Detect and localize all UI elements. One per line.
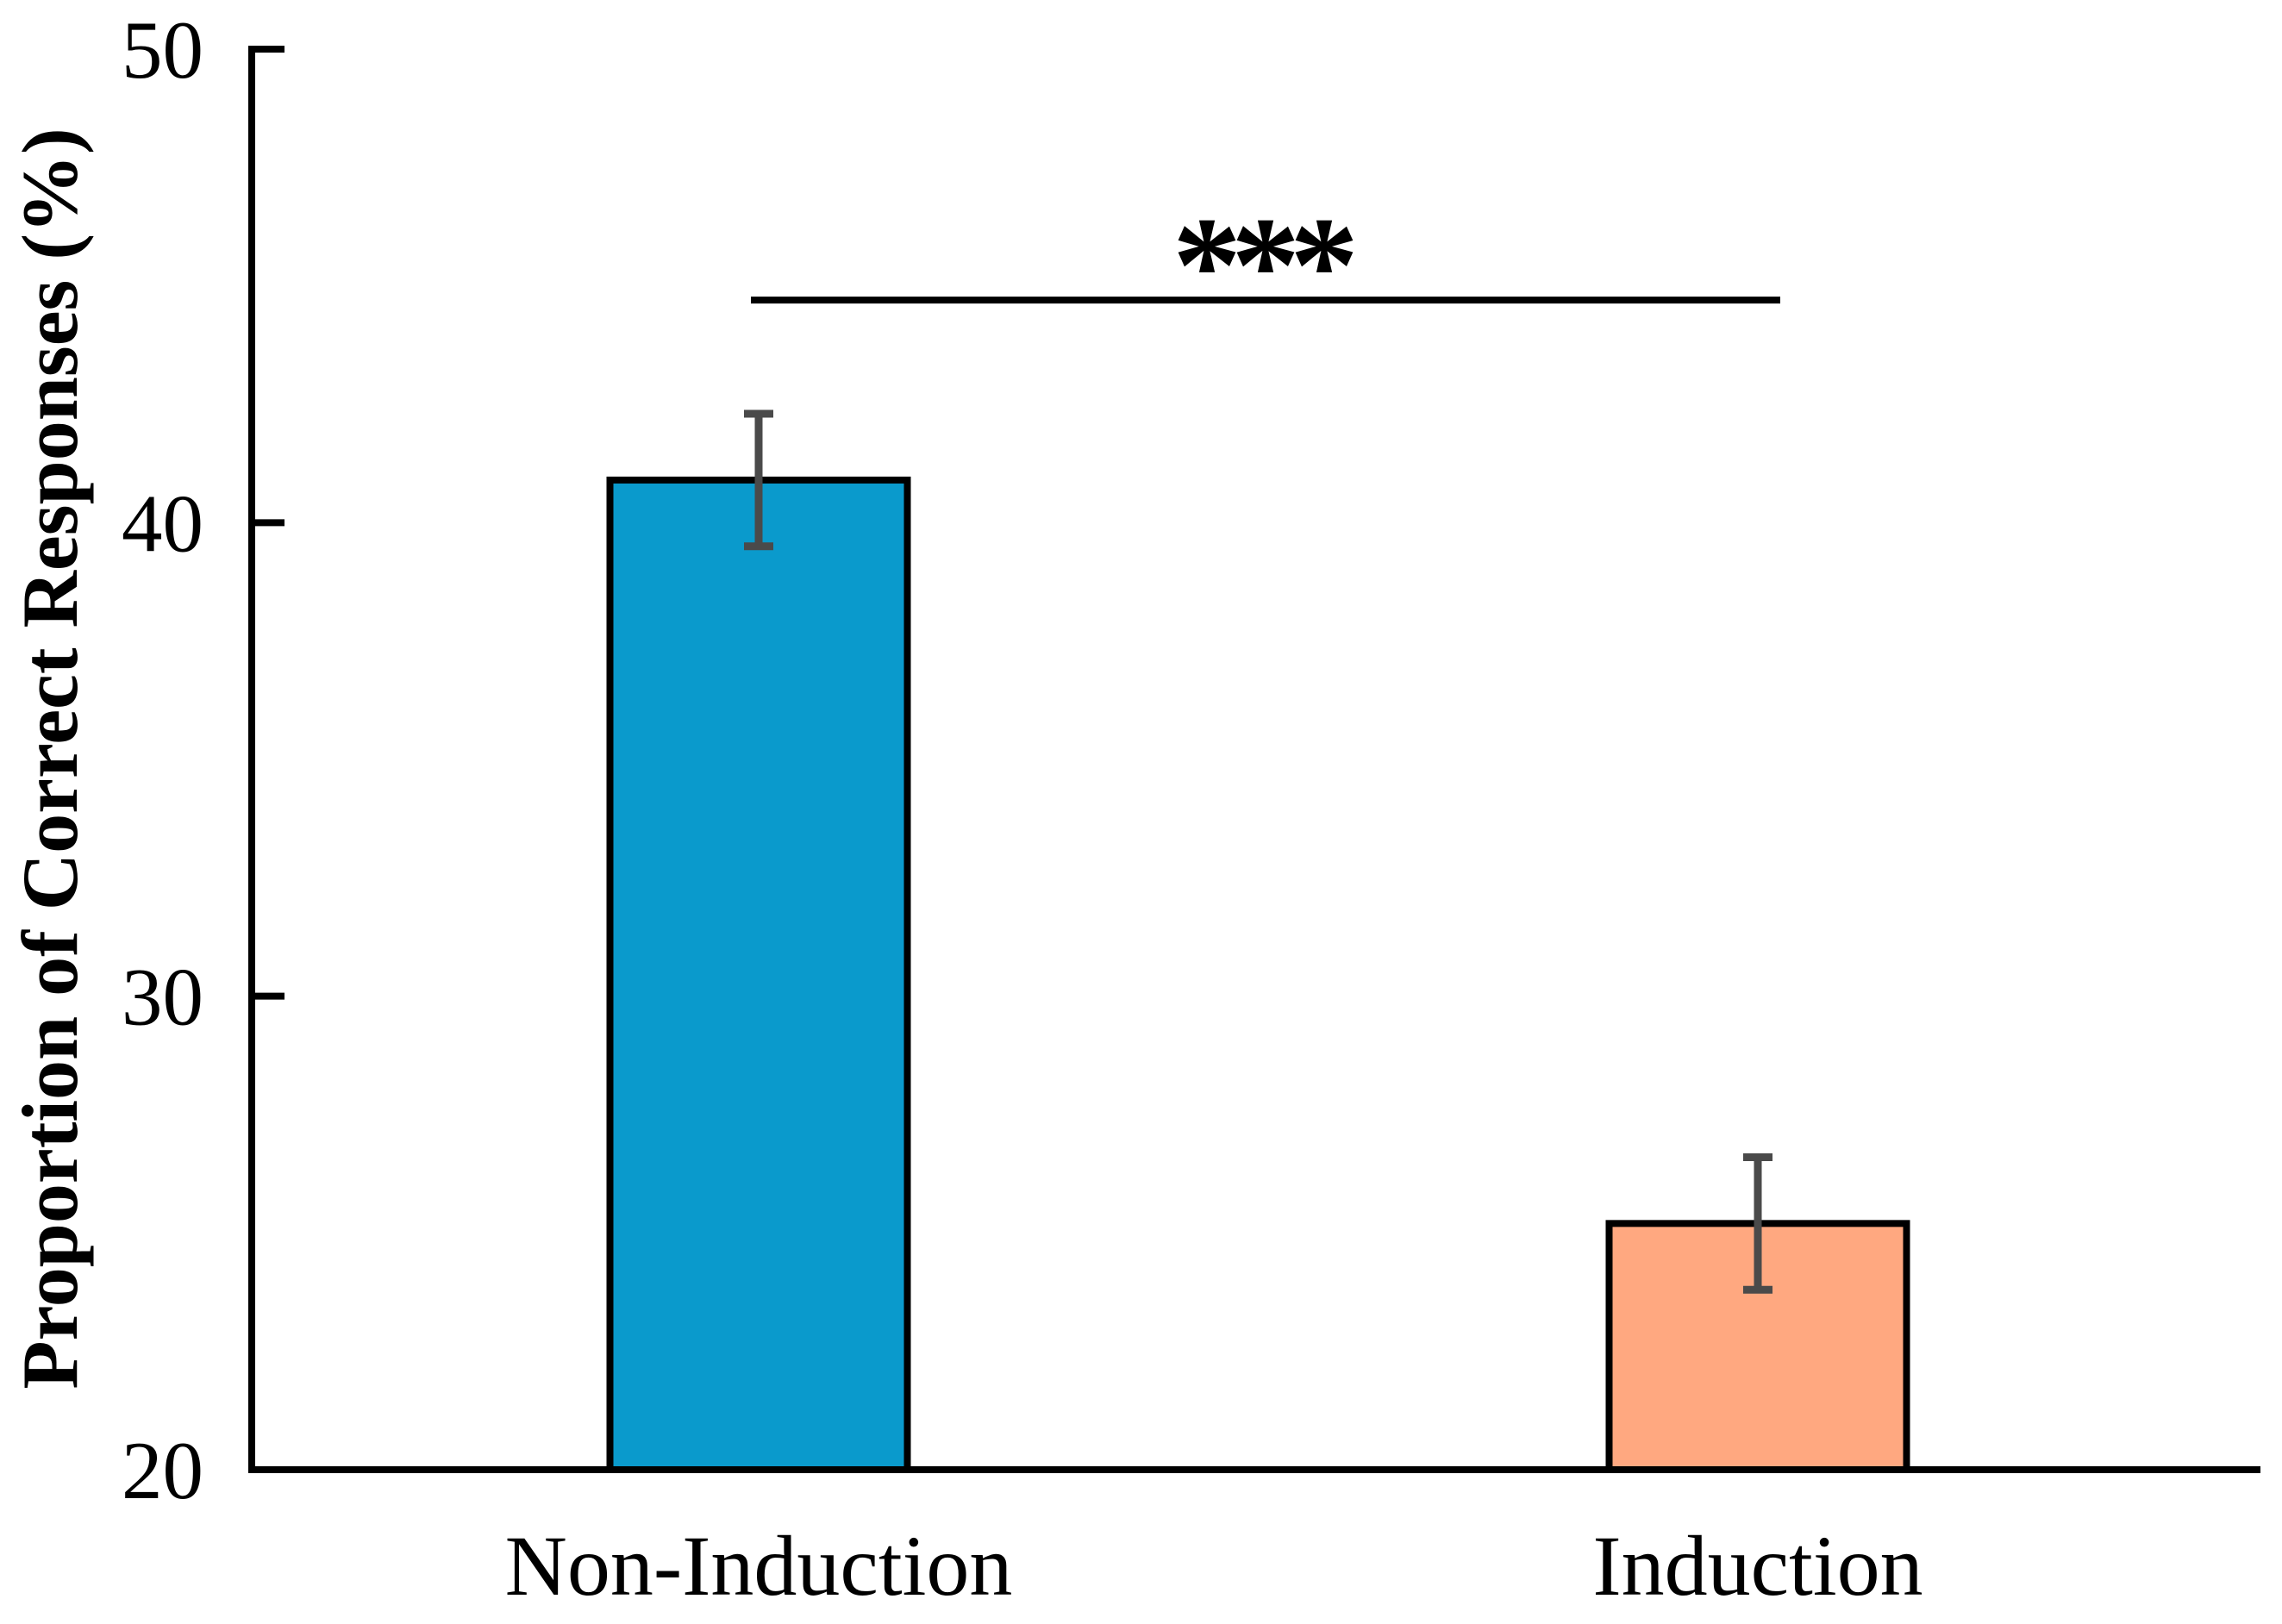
y-axis-title: Proportion of Correct Responses (%) bbox=[6, 128, 94, 1390]
significance-label: *** bbox=[1172, 188, 1354, 341]
category-label-induction: Induction bbox=[1592, 1518, 1923, 1614]
bar-non-induction bbox=[606, 476, 911, 1473]
category-label-non-induction: Non-Induction bbox=[505, 1518, 1013, 1614]
y-tick-label-30: 30 bbox=[122, 952, 203, 1043]
y-tick-label-40: 40 bbox=[122, 478, 203, 569]
y-tick-label-20: 20 bbox=[122, 1425, 203, 1516]
y-tick-label-50: 50 bbox=[122, 4, 203, 96]
